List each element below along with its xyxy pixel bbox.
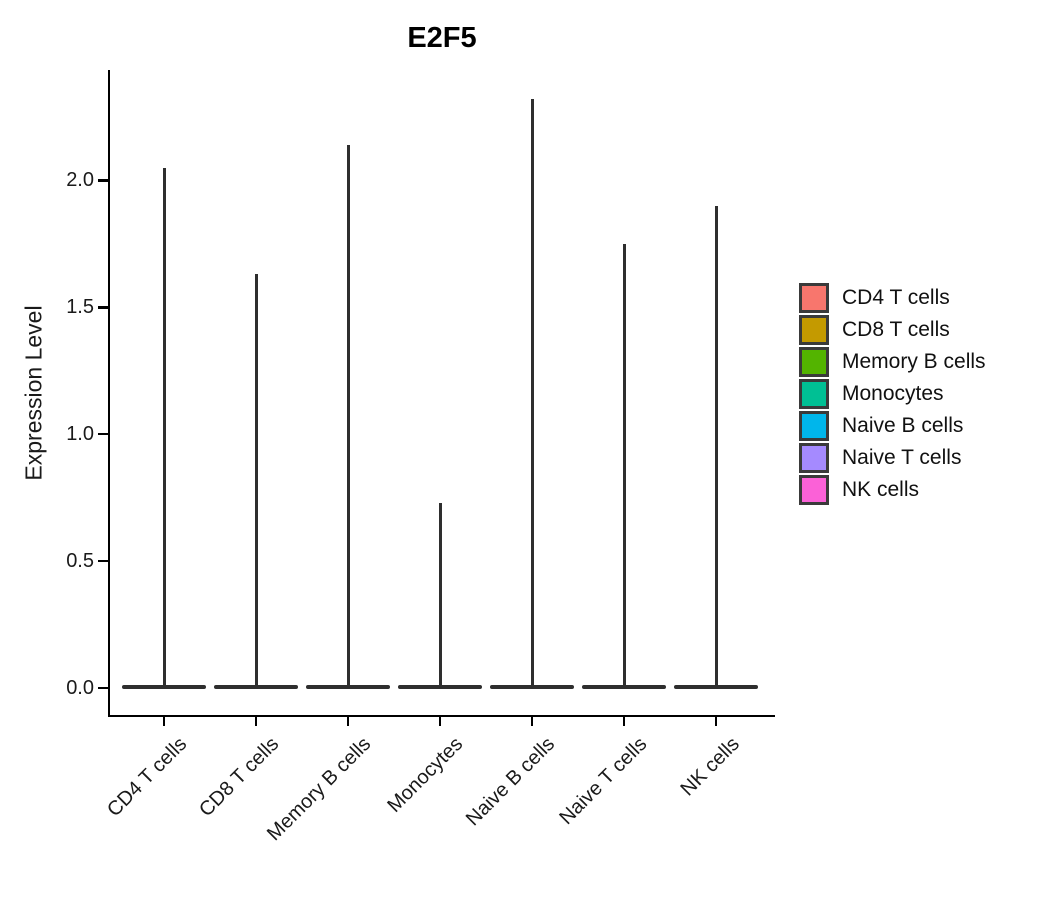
x-tick-label: NK cells: [676, 733, 744, 801]
x-tick-mark: [254, 717, 258, 726]
legend-key-swatch: [799, 347, 829, 377]
violin-base: [306, 684, 390, 689]
legend-label: Monocytes: [842, 382, 944, 405]
y-axis-line: [107, 70, 110, 717]
y-tick-mark: [98, 559, 108, 563]
legend-item: NK cells: [799, 475, 986, 505]
x-tick-label: Monocytes: [383, 733, 468, 817]
plot-title: E2F5: [407, 22, 477, 54]
x-tick-label: Naive T cells: [555, 733, 652, 829]
y-tick-label: 0.0: [66, 677, 94, 699]
violin-spike: [438, 502, 442, 687]
legend-label: CD8 T cells: [842, 318, 950, 341]
legend: CD4 T cells CD8 T cells Memory B cells Mono…: [799, 283, 986, 507]
violin-spike: [622, 243, 626, 687]
x-axis-line: [107, 714, 775, 717]
violin-base: [398, 684, 482, 689]
y-tick-mark: [98, 179, 108, 182]
y-tick-mark: [98, 432, 108, 436]
y-tick-label: 1.5: [66, 296, 94, 319]
y-tick-mark: [98, 306, 108, 309]
legend-item: Memory B cells: [799, 347, 986, 377]
legend-label: CD4 T cells: [842, 286, 950, 309]
legend-key-swatch: [799, 283, 829, 313]
x-tick-mark: [162, 717, 166, 726]
legend-label: NK cells: [842, 478, 920, 501]
y-tick-mark: [98, 686, 108, 690]
violin-spike: [162, 167, 166, 687]
violin-base: [214, 684, 298, 689]
legend-label: Naive B cells: [842, 414, 964, 437]
y-tick-label: 1.0: [66, 423, 94, 446]
violin-base: [582, 684, 666, 689]
legend-key-swatch: [799, 315, 829, 345]
violin-base: [490, 684, 574, 689]
legend-label: Naive T cells: [842, 446, 962, 469]
x-tick-label: Naive B cells: [462, 733, 560, 831]
y-axis-title: Expression Level: [20, 305, 47, 481]
y-tick-label: 0.5: [66, 550, 94, 573]
violin-spike: [346, 144, 350, 687]
y-tick-label: 2.0: [66, 169, 94, 192]
x-tick-mark: [346, 717, 350, 726]
legend-key-swatch: [799, 475, 829, 505]
legend-item: Monocytes: [799, 379, 986, 409]
x-tick-mark: [438, 717, 442, 726]
violin-spike: [254, 274, 258, 687]
violin-spike: [530, 99, 534, 687]
legend-item: CD4 T cells: [799, 283, 986, 313]
legend-item: Naive B cells: [799, 411, 986, 441]
violin-spike: [714, 205, 718, 687]
violin-base: [674, 684, 758, 689]
legend-key-swatch: [799, 443, 829, 473]
x-tick-label: CD4 T cells: [103, 733, 192, 822]
x-tick-mark: [530, 717, 534, 726]
legend-key-swatch: [799, 379, 829, 409]
x-tick-mark: [714, 717, 718, 726]
x-tick-mark: [622, 717, 626, 726]
legend-key-swatch: [799, 411, 829, 441]
legend-label: Memory B cells: [842, 350, 986, 373]
legend-item: CD8 T cells: [799, 315, 986, 345]
x-tick-label: CD8 T cells: [195, 733, 284, 822]
legend-item: Naive T cells: [799, 443, 986, 473]
violin-base: [122, 684, 206, 689]
